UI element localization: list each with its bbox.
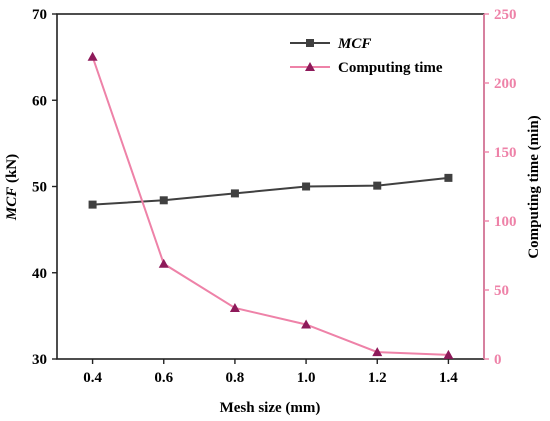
left-y-tick-label: 50 <box>32 180 47 196</box>
left-y-tick-label: 30 <box>32 352 47 368</box>
x-tick-label: 1.2 <box>368 370 387 386</box>
x-tick-label: 1.0 <box>297 370 316 386</box>
left-y-tick-label: 60 <box>32 93 47 109</box>
legend-mcf-label: MCF <box>337 36 371 52</box>
left-y-tick-label: 70 <box>32 7 47 23</box>
x-tick-label: 0.6 <box>154 370 173 386</box>
legend-time-label: Computing time <box>338 60 443 76</box>
series-line-computing-time <box>91 56 449 356</box>
x-tick-label: 1.4 <box>439 370 458 386</box>
computing-time-point <box>301 319 312 329</box>
right-y-tick-label: 200 <box>494 76 517 92</box>
x-tick-label: 0.8 <box>226 370 245 386</box>
computing-time-point <box>229 302 240 312</box>
computing-time-point <box>443 349 454 359</box>
computing-time-point <box>372 347 383 357</box>
mcf-point <box>302 182 311 191</box>
left-y-tick-label: 40 <box>32 266 47 282</box>
right-y-tick-label: 0 <box>494 352 502 368</box>
right-y-axis-title: Computing time (min) <box>526 115 542 258</box>
x-axis-ticks: 0.4 0.6 0.8 1.0 1.2 1.4 <box>83 359 458 386</box>
left-y-axis-ticks: 30 40 50 60 70 <box>32 7 57 368</box>
x-axis-title: Mesh size (mm) <box>220 400 321 416</box>
right-y-axis-ticks: 0 50 100 150 200 250 <box>484 7 517 368</box>
right-y-tick-label: 50 <box>494 283 509 299</box>
mcf-point <box>88 200 97 209</box>
series-line-mcf <box>92 176 449 206</box>
series-layer <box>87 51 454 359</box>
left-y-axis-title: MCF (kN) <box>4 154 20 221</box>
legend-time-marker <box>305 62 315 71</box>
mcf-point <box>159 196 168 205</box>
left-y-axis-title-main: MCF <box>4 187 20 221</box>
computing-time-point <box>87 51 98 61</box>
mcf-point <box>444 173 453 182</box>
right-y-tick-label: 150 <box>494 145 517 161</box>
left-y-axis-title-unit: (kN) <box>4 154 20 187</box>
mcf-point <box>373 181 382 190</box>
x-tick-label: 0.4 <box>83 370 102 386</box>
mcf-point <box>230 189 239 198</box>
right-y-tick-label: 250 <box>494 7 517 23</box>
right-y-tick-label: 100 <box>494 214 517 230</box>
computing-time-point <box>158 258 169 268</box>
legend-mcf-marker <box>306 39 314 47</box>
legend: MCF Computing time <box>290 36 443 76</box>
